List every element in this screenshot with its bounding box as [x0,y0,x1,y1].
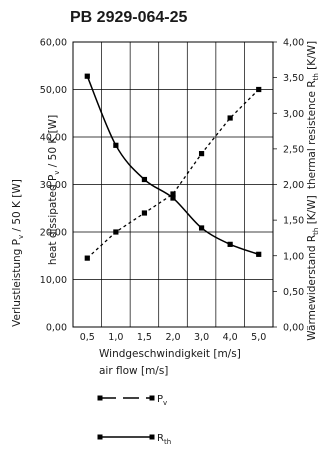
legend-label-pv: Pv [157,394,167,407]
x-tick-label: 3,0 [194,332,209,343]
legend-label-rth: Rth [157,433,171,446]
series-line-0 [86,89,260,259]
series-marker-0 [227,115,233,121]
y-right-tick-label: 3,50 [283,73,304,84]
x-tick-label: 1,0 [108,332,123,343]
series-marker-1 [256,251,262,257]
right-axis-ticks: 0,00 0,50 1,00 1,50 2,00 2,50 3,00 3,50 4,00 [273,38,304,334]
grid [73,41,273,328]
series-line-1 [86,75,259,256]
series-marker-1 [84,73,90,79]
y-left-tick-label: 60,00 [40,38,67,49]
x-label-de: Windgeschwindigkeit [m/s] [99,348,241,360]
x-tick-label: 2,0 [165,332,180,343]
legend-marker-pv-start [97,395,103,401]
y-right-label-en: thermal resistence Rth [K/W] [306,41,320,189]
series-marker-1 [198,225,205,231]
series-marker-0 [113,229,119,235]
series-marker-0 [198,151,205,157]
y-left-tick-label: 10,00 [40,275,67,286]
x-tick-label: 0,5 [80,332,95,343]
y-left-tick-label: 30,00 [40,180,67,191]
y-right-tick-label: 1,50 [283,216,304,227]
legend-item-rth: Rth [97,433,171,446]
y-right-tick-label: 0,50 [283,287,304,298]
x-tick-label: 5,0 [251,332,266,343]
y-left-tick-label: 40,00 [40,133,67,144]
series-layer [84,73,262,261]
y-right-tick-label: 0,00 [283,323,304,334]
y-left-tick-label: 0,00 [46,323,67,334]
y-left-tick-label: 50,00 [40,85,67,96]
series-marker-1 [170,195,176,201]
y-right-tick-label: 3,00 [283,109,304,120]
y-right-label-de: Wärmewiderstand Rth [K/W] [306,195,320,340]
series-marker-0 [256,86,262,93]
series-marker-0 [170,191,176,197]
legend-marker-rth-start [97,434,103,440]
x-tick-label: 4,0 [223,332,238,343]
y-left-tick-label: 20,00 [40,228,67,239]
series-marker-1 [113,142,119,148]
legend-item-pv: Pv [97,394,167,407]
x-label-en: air flow [m/s] [99,365,168,377]
chart-title: PB 2929-064-25 [70,9,188,26]
x-tick-label: 1,5 [137,332,152,343]
y-right-tick-label: 4,00 [283,38,304,49]
legend-marker-rth-end [149,434,155,440]
legend: Pv Rth [97,394,171,446]
y-left-label-en: heat dissipated Pv / 50 K [W] [47,115,61,265]
y-right-tick-label: 1,00 [283,251,304,262]
series-marker-0 [141,210,148,216]
legend-marker-pv-end [149,395,155,401]
y-left-label-de: Verlustleistung Pv / 50 K [W] [11,179,25,327]
series-marker-1 [141,176,148,183]
y-right-tick-label: 2,50 [283,144,304,155]
series-marker-1 [227,241,233,247]
left-axis-ticks: 0,00 10,00 20,00 30,00 40,00 50,00 60,00 [40,38,67,334]
y-right-tick-label: 2,00 [283,180,304,191]
series-marker-0 [84,255,90,261]
x-axis-ticks: 0,5 1,0 1,5 2,0 3,0 4,0 5,0 [80,332,267,343]
